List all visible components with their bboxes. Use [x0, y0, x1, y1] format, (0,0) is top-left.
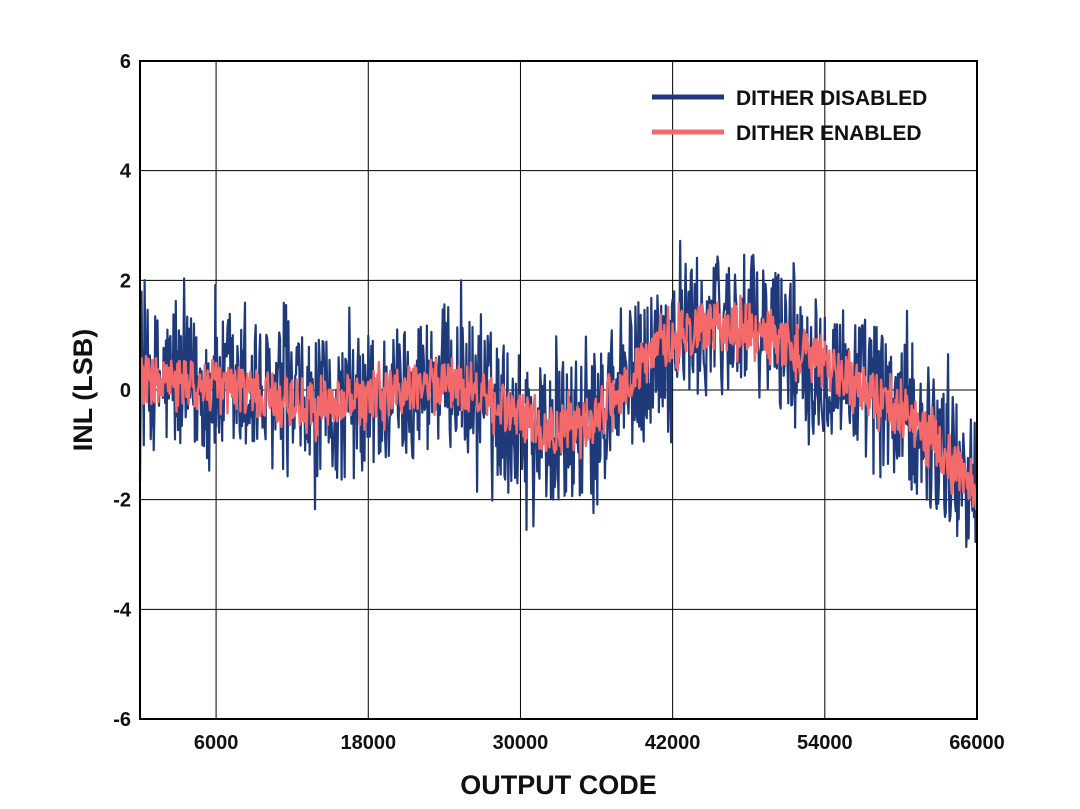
x-axis-ticks: 6000 18000 30000 42000 54000 66000: [194, 732, 1005, 754]
legend-label-dither-disabled: DITHER DISABLED: [736, 87, 927, 110]
x-tick-label: 30000: [493, 732, 549, 754]
y-axis-title: INL (LSB): [68, 329, 98, 452]
x-tick-label: 18000: [340, 732, 396, 754]
x-tick-label: 66000: [949, 732, 1005, 754]
x-axis-title: OUTPUT CODE: [460, 770, 657, 800]
x-tick-label: 54000: [797, 732, 853, 754]
y-tick-label: 6: [120, 51, 131, 73]
x-tick-label: 6000: [194, 732, 239, 754]
legend: DITHER DISABLED DITHER ENABLED: [652, 87, 927, 145]
y-tick-label: -2: [113, 490, 131, 512]
series-layer: [138, 239, 979, 549]
y-tick-label: -4: [113, 599, 132, 621]
x-tick-label: 42000: [645, 732, 701, 754]
legend-label-dither-enabled: DITHER ENABLED: [736, 122, 922, 145]
y-axis-ticks: -6 -4 -2 0 2 4 6: [113, 51, 132, 731]
series-line-dither-enabled: [138, 294, 979, 511]
y-tick-label: 4: [120, 161, 132, 183]
y-tick-label: -6: [113, 709, 131, 731]
plot-frame: [139, 60, 978, 720]
y-tick-label: 2: [120, 270, 131, 292]
y-tick-label: 0: [120, 380, 131, 402]
